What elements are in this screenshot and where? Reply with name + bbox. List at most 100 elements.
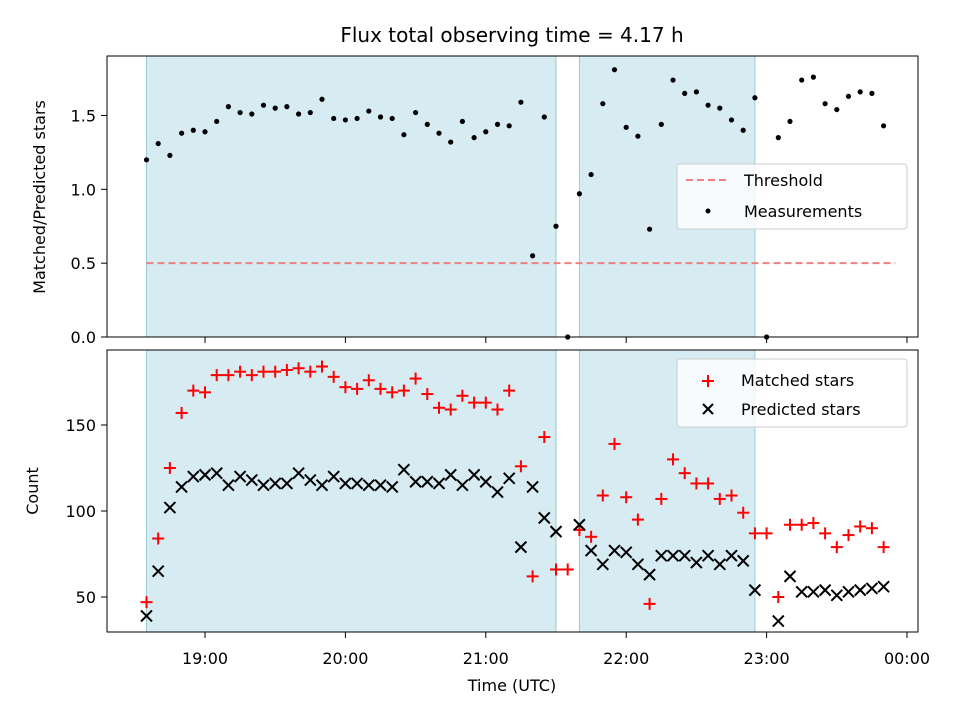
matched-star-point <box>608 437 621 450</box>
top-axes-frame <box>106 55 919 338</box>
matched-star-point <box>140 596 153 609</box>
predicted-star-point <box>502 472 516 485</box>
predicted-star-point <box>432 477 446 490</box>
predicted-star-point <box>444 468 457 482</box>
matched-star-point <box>620 491 633 504</box>
measurement-point <box>143 157 150 163</box>
matched-star-point <box>292 362 305 375</box>
measurement-point <box>787 118 793 125</box>
measurement-point <box>307 109 313 116</box>
predicted-star-point <box>584 544 598 557</box>
matched-star-point <box>479 396 492 409</box>
predicted-star-point <box>222 478 235 492</box>
predicted-star-point <box>538 511 551 525</box>
predicted-star-point <box>268 477 282 490</box>
predicted-star-point <box>526 480 539 494</box>
measurement-point <box>260 102 267 108</box>
matched-star-point <box>491 403 504 416</box>
matched-star-point <box>865 522 878 535</box>
xtick-label: 21:00 <box>463 649 509 668</box>
chart-title: Flux total observing time = 4.17 h <box>340 23 683 47</box>
predicted-star-point <box>280 477 294 490</box>
predicted-star-point <box>678 549 691 562</box>
measurement-point <box>705 102 711 108</box>
matched-star-point <box>667 453 679 466</box>
measurement-point <box>822 101 828 107</box>
matched-star-point <box>468 396 481 409</box>
measurement-point <box>424 121 430 127</box>
measurement-point <box>553 223 559 229</box>
matched-star-point <box>526 570 539 583</box>
matched-star-point <box>655 492 668 505</box>
matched-star-point <box>830 541 843 554</box>
predicted-star-point <box>151 564 165 578</box>
measurement-point <box>506 123 512 129</box>
top-ytick-label: 1.0 <box>71 180 96 199</box>
measurement-point <box>717 105 723 111</box>
predicted-star-point <box>409 475 422 488</box>
predicted-star-point <box>385 480 399 494</box>
matched-star-point <box>842 529 855 542</box>
matched-star-point <box>713 492 726 505</box>
measurement-point <box>810 74 817 80</box>
measurement-point <box>331 115 337 122</box>
bottom-ytick-label: 100 <box>65 502 96 521</box>
predicted-star-point <box>339 477 352 490</box>
matched-star-point <box>210 369 223 382</box>
predicted-star-point <box>140 609 153 623</box>
measurement-point <box>413 109 419 116</box>
matched-star-point <box>187 384 200 397</box>
matched-star-point <box>737 506 750 519</box>
measurement-point <box>869 90 875 96</box>
predicted-star-point <box>725 549 738 562</box>
matched-star-point <box>819 527 832 540</box>
predicted-star-point <box>421 475 434 488</box>
matched-star-point <box>795 518 808 531</box>
matched-star-point <box>257 365 270 378</box>
measurement-point <box>167 152 173 158</box>
predicted-star-point <box>198 468 212 482</box>
predicted-star-point <box>608 544 621 557</box>
measurement-point <box>623 124 629 130</box>
matched-star-point <box>585 530 598 543</box>
predicted-star-point <box>795 585 808 599</box>
predicted-star-point <box>631 558 645 571</box>
matched-star-point <box>538 431 551 444</box>
matched-star-point <box>444 403 457 416</box>
predicted-star-point <box>350 477 364 490</box>
matched-star-point <box>175 406 188 419</box>
predicted-star-point <box>233 470 247 483</box>
predicted-star-point <box>327 470 340 483</box>
top-ytick-label: 0.5 <box>71 254 96 273</box>
bottom-ytick-label: 150 <box>65 416 96 435</box>
measurement-point <box>284 104 290 110</box>
predicted-star-point <box>573 518 586 531</box>
measurement-point <box>389 115 395 122</box>
matched-star-point <box>784 518 796 531</box>
matched-star-point <box>409 372 422 385</box>
measurement-point <box>530 253 536 259</box>
predicted-star-point <box>853 583 867 597</box>
measurement-point <box>319 96 325 102</box>
measurement-point <box>799 77 805 83</box>
measurement-point <box>635 133 641 139</box>
predicted-star-point <box>549 525 563 538</box>
measurement-point <box>740 127 746 133</box>
measurement-point <box>728 117 735 123</box>
predicted-star-point <box>830 589 844 602</box>
measurement-point <box>834 106 840 113</box>
matched-star-point <box>678 467 691 480</box>
matched-star-point <box>397 384 410 397</box>
matched-star-point <box>807 517 820 530</box>
top-legend-box <box>676 163 908 230</box>
matched-star-point <box>456 389 469 402</box>
predicted-star-point <box>748 583 762 597</box>
matched-star-point <box>269 365 282 378</box>
predicted-star-point <box>491 485 504 499</box>
measurement-point <box>272 105 278 111</box>
legend-threshold-label: Threshold <box>743 171 823 190</box>
predicted-star-point <box>772 614 785 628</box>
predicted-star-point <box>736 554 750 568</box>
